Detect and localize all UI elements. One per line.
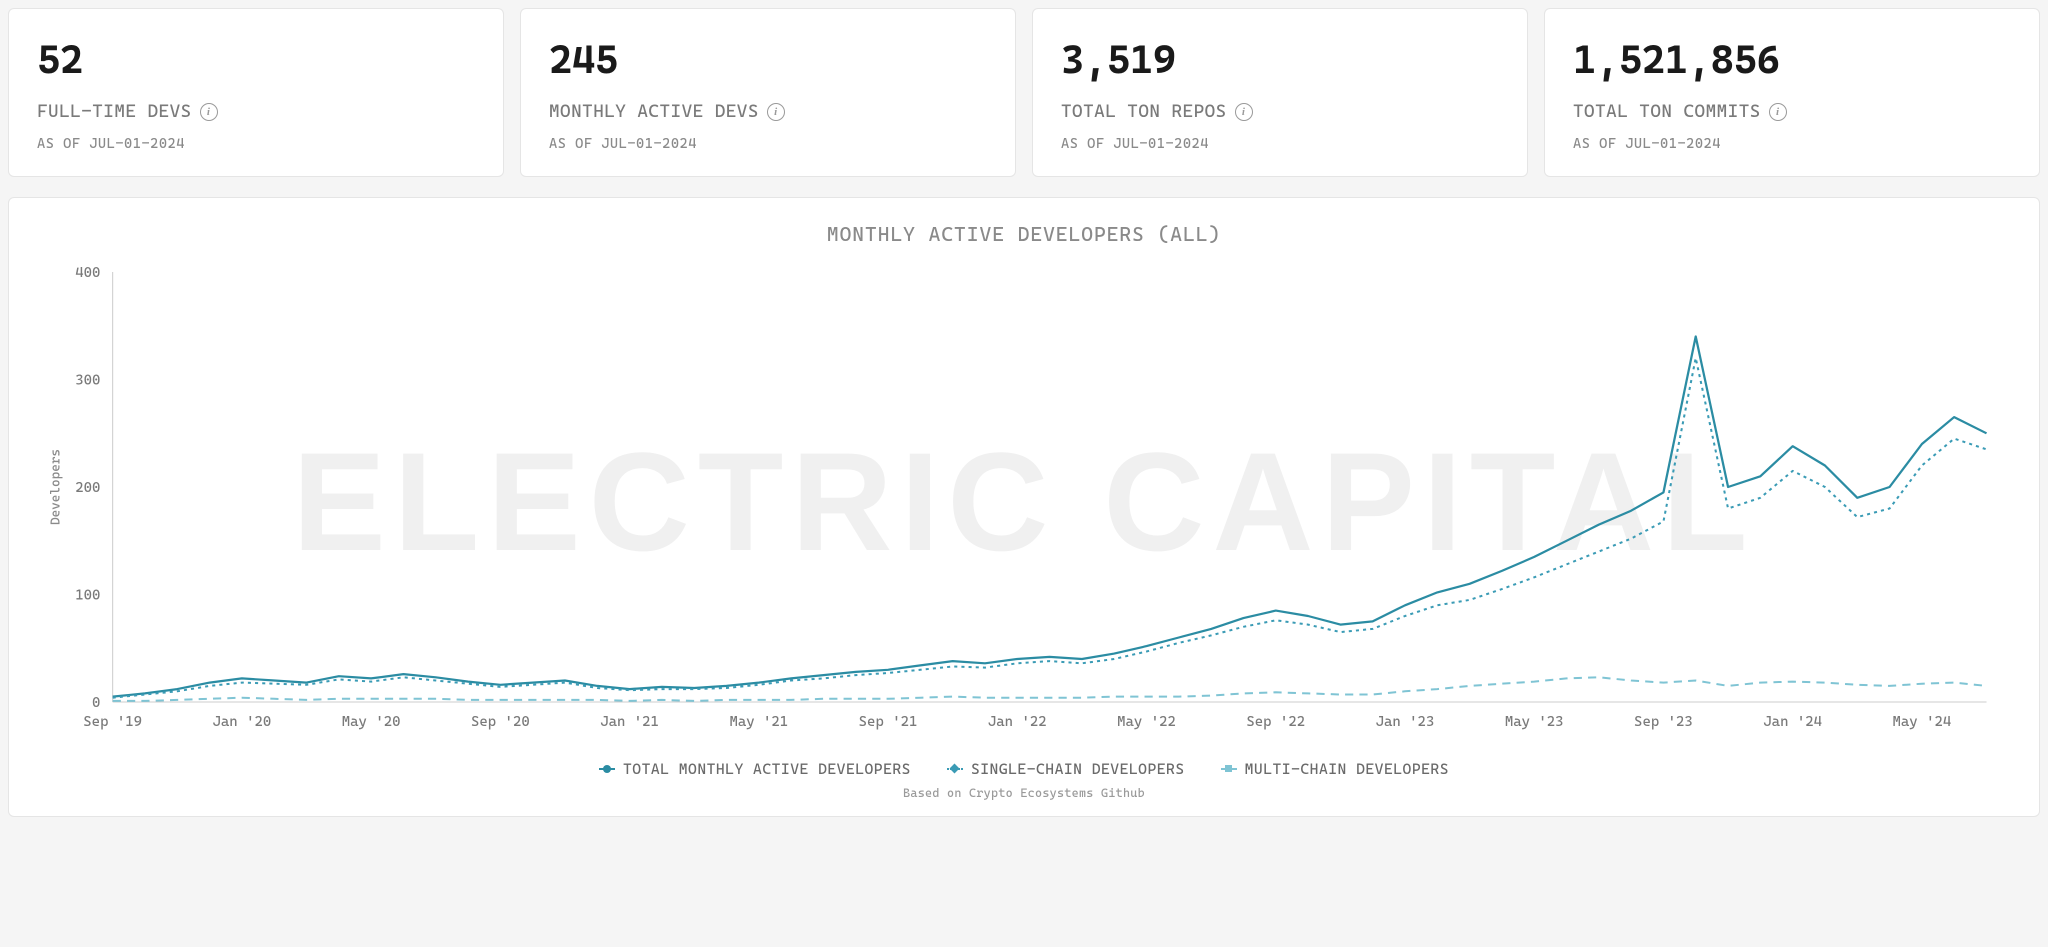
svg-text:May '21: May '21 — [729, 714, 788, 730]
stat-card-commits: 1,521,856 TOTAL TON COMMITS i AS OF JUL-… — [1544, 8, 2040, 177]
svg-text:May '23: May '23 — [1505, 714, 1564, 730]
stat-label-text: TOTAL TON COMMITS — [1573, 101, 1761, 122]
info-icon[interactable]: i — [767, 103, 785, 121]
chart-title: MONTHLY ACTIVE DEVELOPERS (ALL) — [41, 222, 2007, 246]
svg-text:Jan '23: Jan '23 — [1376, 714, 1435, 730]
stat-value: 1,521,856 — [1573, 37, 2011, 83]
legend-marker-icon — [947, 768, 963, 770]
stat-cards-row: 52 FULL-TIME DEVS i AS OF JUL-01-2024 24… — [8, 8, 2040, 177]
stat-label: TOTAL TON REPOS i — [1061, 101, 1499, 122]
stat-date: AS OF JUL-01-2024 — [549, 136, 987, 152]
legend-label: MULTI-CHAIN DEVELOPERS — [1245, 760, 1449, 778]
svg-text:100: 100 — [75, 588, 100, 604]
svg-text:Jan '21: Jan '21 — [600, 714, 659, 730]
stat-value: 245 — [549, 37, 987, 83]
line-chart[interactable]: 0 100 200 300 400 Sep '19 Jan '20 May '20 Sep '2… — [41, 262, 2007, 742]
chart-legend: TOTAL MONTHLY ACTIVE DEVELOPERS SINGLE-C… — [41, 760, 2007, 778]
svg-text:300: 300 — [75, 373, 100, 389]
svg-text:200: 200 — [75, 480, 100, 496]
stat-card-monthly: 245 MONTHLY ACTIVE DEVS i AS OF JUL-01-2… — [520, 8, 1016, 177]
legend-item-single[interactable]: SINGLE-CHAIN DEVELOPERS — [947, 760, 1185, 778]
stat-card-fulltime: 52 FULL-TIME DEVS i AS OF JUL-01-2024 — [8, 8, 504, 177]
stat-date: AS OF JUL-01-2024 — [1061, 136, 1499, 152]
stat-date: AS OF JUL-01-2024 — [1573, 136, 2011, 152]
stat-card-repos: 3,519 TOTAL TON REPOS i AS OF JUL-01-202… — [1032, 8, 1528, 177]
svg-text:400: 400 — [75, 265, 100, 281]
svg-text:Jan '20: Jan '20 — [213, 714, 272, 730]
info-icon[interactable]: i — [200, 103, 218, 121]
svg-text:Sep '22: Sep '22 — [1246, 714, 1305, 730]
info-icon[interactable]: i — [1235, 103, 1253, 121]
svg-text:Sep '21: Sep '21 — [859, 714, 918, 730]
svg-text:Sep '23: Sep '23 — [1634, 714, 1693, 730]
chart-area: ELECTRIC CAPITAL 0100200300400Sep '19Jan… — [41, 262, 2007, 742]
stat-value: 3,519 — [1061, 37, 1499, 83]
legend-marker-icon — [599, 768, 615, 770]
svg-text:Jan '22: Jan '22 — [988, 714, 1047, 730]
stat-label-text: TOTAL TON REPOS — [1061, 101, 1227, 122]
svg-text:Jan '24: Jan '24 — [1763, 714, 1822, 730]
info-icon[interactable]: i — [1769, 103, 1787, 121]
svg-text:0: 0 — [92, 695, 100, 711]
svg-text:May '20: May '20 — [342, 714, 401, 730]
chart-panel: MONTHLY ACTIVE DEVELOPERS (ALL) ELECTRIC… — [8, 197, 2040, 817]
stat-label: TOTAL TON COMMITS i — [1573, 101, 2011, 122]
svg-text:Developers: Developers — [48, 449, 63, 525]
stat-label: FULL-TIME DEVS i — [37, 101, 475, 122]
stat-label-text: MONTHLY ACTIVE DEVS — [549, 101, 759, 122]
stat-value: 52 — [37, 37, 475, 83]
svg-text:Sep '19: Sep '19 — [83, 714, 142, 730]
svg-text:May '24: May '24 — [1893, 714, 1952, 730]
stat-date: AS OF JUL-01-2024 — [37, 136, 475, 152]
chart-footer-note: Based on Crypto Ecosystems Github — [41, 786, 2007, 800]
legend-item-total[interactable]: TOTAL MONTHLY ACTIVE DEVELOPERS — [599, 760, 911, 778]
svg-text:Sep '20: Sep '20 — [471, 714, 530, 730]
legend-label: TOTAL MONTHLY ACTIVE DEVELOPERS — [623, 760, 911, 778]
stat-label-text: FULL-TIME DEVS — [37, 101, 192, 122]
stat-label: MONTHLY ACTIVE DEVS i — [549, 101, 987, 122]
legend-marker-icon — [1221, 768, 1237, 770]
legend-label: SINGLE-CHAIN DEVELOPERS — [971, 760, 1185, 778]
legend-item-multi[interactable]: MULTI-CHAIN DEVELOPERS — [1221, 760, 1449, 778]
svg-text:May '22: May '22 — [1117, 714, 1176, 730]
